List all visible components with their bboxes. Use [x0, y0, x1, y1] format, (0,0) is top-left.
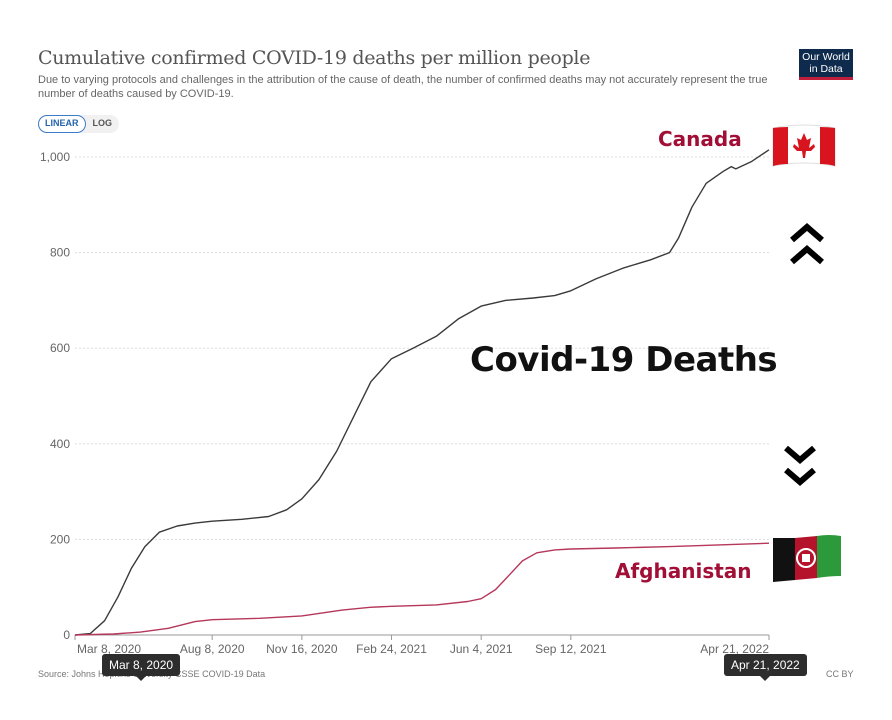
canada-flag-icon — [772, 124, 836, 167]
y-tick-label: 600 — [50, 341, 70, 355]
afghanistan-label: Afghanistan — [615, 559, 752, 583]
afghanistan-flag-icon — [773, 535, 841, 582]
x-tick-label: Nov 16, 2020 — [266, 642, 338, 656]
x-tick-label: Sep 12, 2021 — [535, 642, 607, 656]
owid-logo[interactable]: Our World in Data — [799, 49, 853, 80]
chevron-double-up-icon — [790, 223, 824, 265]
end-date-tooltip[interactable]: Apr 21, 2022 — [724, 654, 807, 681]
y-tick-label: 0 — [63, 628, 70, 642]
y-tick-label: 200 — [50, 532, 70, 546]
chart-subtitle: Due to varying protocols and challenges … — [38, 74, 768, 100]
chevron-double-down-icon — [784, 445, 816, 486]
y-tick-label: 800 — [50, 246, 70, 260]
x-tick-label: Mar 8, 2020 — [77, 642, 141, 656]
logo-line1: Our World — [802, 51, 850, 63]
headline: Covid-19 Deaths — [470, 340, 778, 380]
linear-button[interactable]: LINEAR — [38, 115, 86, 133]
y-tick-label: 400 — [50, 437, 70, 451]
x-tick-label: Aug 8, 2020 — [180, 642, 245, 656]
start-date-tooltip[interactable]: Mar 8, 2020 — [102, 654, 181, 681]
log-button[interactable]: LOG — [92, 118, 113, 128]
chart-title: Cumulative confirmed COVID-19 deaths per… — [38, 47, 591, 69]
scale-toggle[interactable]: LINEAR LOG — [38, 115, 119, 133]
x-tick-label: Apr 21, 2022 — [700, 642, 769, 656]
series-line-canada — [74, 149, 770, 636]
license-link[interactable]: CC BY — [826, 669, 854, 679]
series-line-afghanistan — [74, 542, 770, 636]
canada-label: Canada — [658, 127, 742, 151]
y-tick-label: 1,000 — [40, 150, 70, 164]
logo-line2: in Data — [809, 63, 843, 75]
x-tick-label: Feb 24, 2021 — [356, 642, 427, 656]
x-tick-label: Jun 4, 2021 — [450, 642, 513, 656]
